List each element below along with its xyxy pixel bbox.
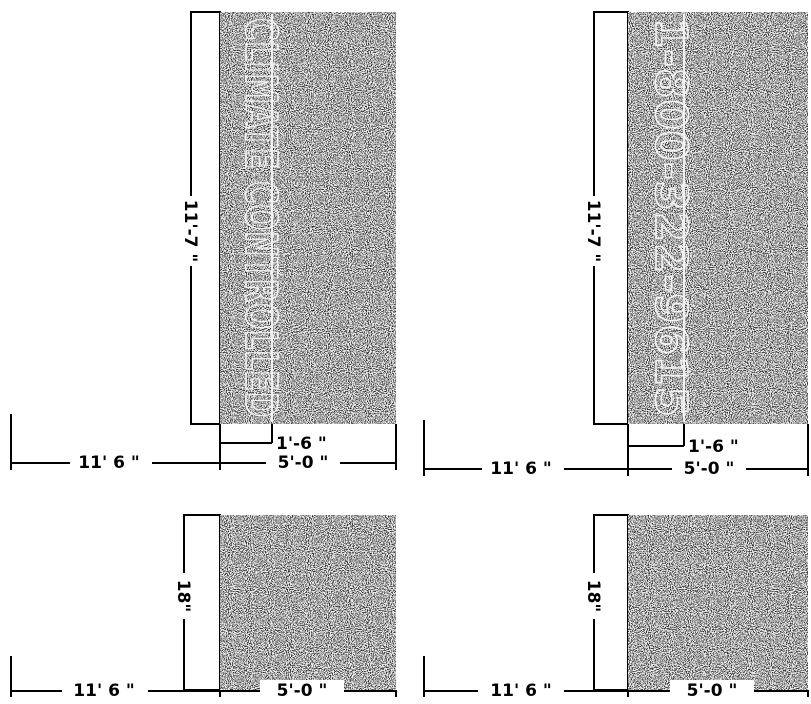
panel-2-setback-dim: 11' 6 " <box>490 459 551 479</box>
panel-1-height-dim: 11'-7 " <box>180 200 200 263</box>
panel-base-right: 18" 5'-0 " 11' 6 " <box>423 514 810 701</box>
panel-2-offset-dim: 1'-6 " <box>688 437 739 457</box>
panel-2-side-text: 1-800-322-9615 <box>645 18 696 418</box>
panel-2-granite-face <box>627 11 809 425</box>
panel-climate-controlled: CLIMATE CONTROLLED 11'-7 " 1'-6 " 5'-0 "… <box>10 11 397 473</box>
panel-2-width-dim: 5'-0 " <box>684 459 735 479</box>
panel-base-left: 18" 5'-0 " 11' 6 " <box>10 514 398 701</box>
panel-4-setback-dim: 11' 6 " <box>490 681 551 701</box>
panel-4-height-dim: 18" <box>583 580 603 613</box>
panel-1-granite-face <box>219 11 397 425</box>
panel-4-granite-face <box>627 514 810 691</box>
panel-2-height-dim: 11'-7 " <box>583 200 603 263</box>
panel-3-granite-face <box>219 514 398 691</box>
panel-phone-number: 1-800-322-9615 11'-7 " 1'-6 " 5'-0 " 11'… <box>423 11 809 479</box>
panel-4-width-dim: 5'-0 " <box>687 681 738 701</box>
panel-3-setback-dim: 11' 6 " <box>73 681 134 701</box>
panel-1-offset-dim: 1'-6 " <box>276 434 327 454</box>
panel-3-height-dim: 18" <box>173 580 193 613</box>
panel-1-side-text: CLIMATE CONTROLLED <box>235 18 286 418</box>
panel-1-width-dim: 5'-0 " <box>278 453 329 473</box>
panel-1-setback-dim: 11' 6 " <box>78 453 139 473</box>
panel-3-width-dim: 5'-0 " <box>277 681 328 701</box>
